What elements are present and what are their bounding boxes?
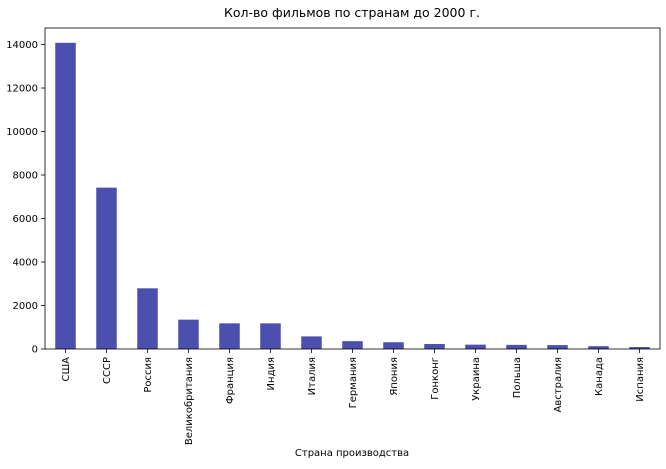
bar-10 <box>465 344 486 349</box>
x-tick-label: Италия <box>307 357 318 395</box>
ticks-layer: США СССР Россия Великобритания Франция Индия И… <box>6 40 646 445</box>
bar-1 <box>96 187 117 349</box>
y-tick-label: 14000 <box>6 40 38 51</box>
bar-4 <box>219 323 240 349</box>
x-tick-label: Украина <box>471 357 482 401</box>
bar-5 <box>260 323 281 349</box>
y-tick-label: 12000 <box>6 84 38 95</box>
x-tick-label: Испания <box>635 357 646 402</box>
bars-layer <box>55 42 650 350</box>
bar-13 <box>588 346 609 349</box>
bar-14 <box>629 347 650 349</box>
x-tick-label: Канада <box>594 357 605 396</box>
bar-12 <box>547 345 568 349</box>
bar-2 <box>137 288 158 349</box>
bar-3 <box>178 319 199 349</box>
bar-9 <box>424 343 445 349</box>
y-tick-label: 10000 <box>6 127 38 138</box>
x-tick-label: Франция <box>225 357 236 404</box>
bar-6 <box>301 336 322 349</box>
x-tick-label: США <box>61 357 72 382</box>
x-tick-label: Гонконг <box>430 357 441 400</box>
x-axis-label: Страна производства <box>295 448 409 459</box>
bar-0 <box>55 42 76 350</box>
y-tick-label: 0 <box>32 345 38 356</box>
bar-7 <box>342 341 363 349</box>
bar-11 <box>506 344 527 349</box>
x-tick-label: Япония <box>389 357 400 396</box>
x-tick-label: Индия <box>266 357 277 390</box>
x-tick-label: СССР <box>102 357 113 384</box>
bar-8 <box>383 342 404 349</box>
y-tick-label: 4000 <box>13 258 38 269</box>
x-tick-label: Германия <box>348 357 359 408</box>
chart-title: Кол-во фильмов по странам до 2000 г. <box>224 5 480 20</box>
x-tick-label: Великобритания <box>184 357 195 445</box>
y-tick-label: 2000 <box>13 301 38 312</box>
x-tick-label: Австралия <box>553 357 564 412</box>
x-tick-label: Россия <box>143 357 154 393</box>
y-tick-label: 6000 <box>13 214 38 225</box>
y-tick-label: 8000 <box>13 171 38 182</box>
x-tick-label: Польша <box>512 357 523 398</box>
